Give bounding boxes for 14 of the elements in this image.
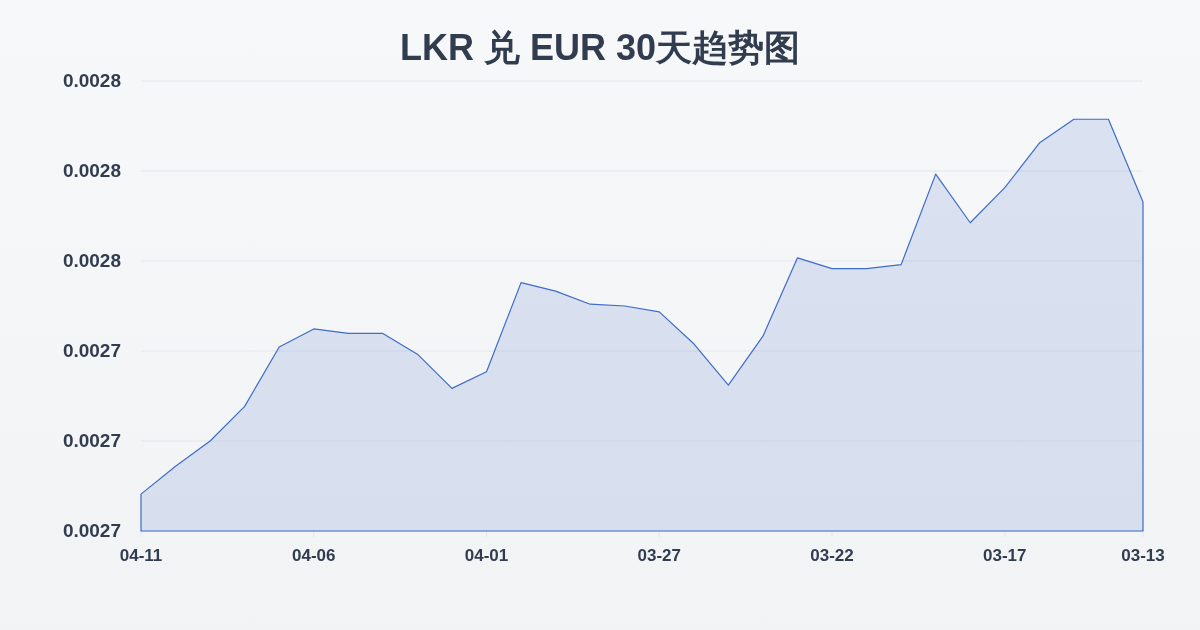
x-tick-label: 03-27 [637, 546, 682, 565]
x-tick-label: 03-22 [810, 546, 854, 565]
y-tick-label: 0.0027 [62, 340, 121, 361]
y-tick-label: 0.0028 [62, 160, 121, 181]
y-tick-label: 0.0028 [62, 70, 121, 91]
y-tick-label: 0.0027 [62, 430, 121, 451]
x-tick-label: 04-11 [119, 546, 163, 565]
chart-title: LKR 兑 EUR 30天趋势图 [399, 27, 801, 68]
x-tick-label: 04-06 [292, 546, 336, 565]
y-tick-label: 0.0028 [62, 250, 121, 271]
x-tick-label: 03-17 [983, 546, 1027, 565]
y-tick-label: 0.0027 [62, 520, 121, 541]
x-tick-label: 04-01 [464, 546, 509, 565]
x-tick-label: 03-13 [1121, 546, 1165, 565]
